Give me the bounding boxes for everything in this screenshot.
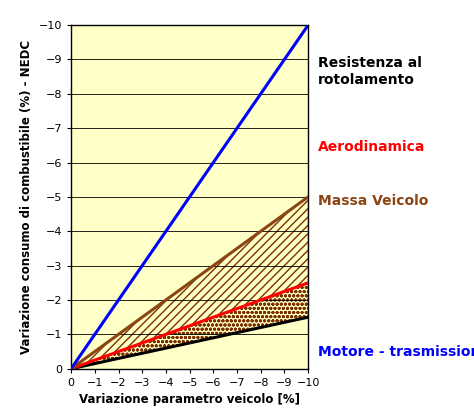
Text: Resistenza al
rotolamento: Resistenza al rotolamento	[318, 56, 421, 87]
Text: Aerodinamica: Aerodinamica	[318, 140, 425, 154]
Text: Motore - trasmissione: Motore - trasmissione	[318, 345, 474, 359]
Text: Massa Veicolo: Massa Veicolo	[318, 194, 428, 208]
Y-axis label: Variazione consumo di combustibile (%) - NEDC: Variazione consumo di combustibile (%) -…	[20, 40, 33, 354]
X-axis label: Variazione parametro veicolo [%]: Variazione parametro veicolo [%]	[79, 393, 300, 406]
